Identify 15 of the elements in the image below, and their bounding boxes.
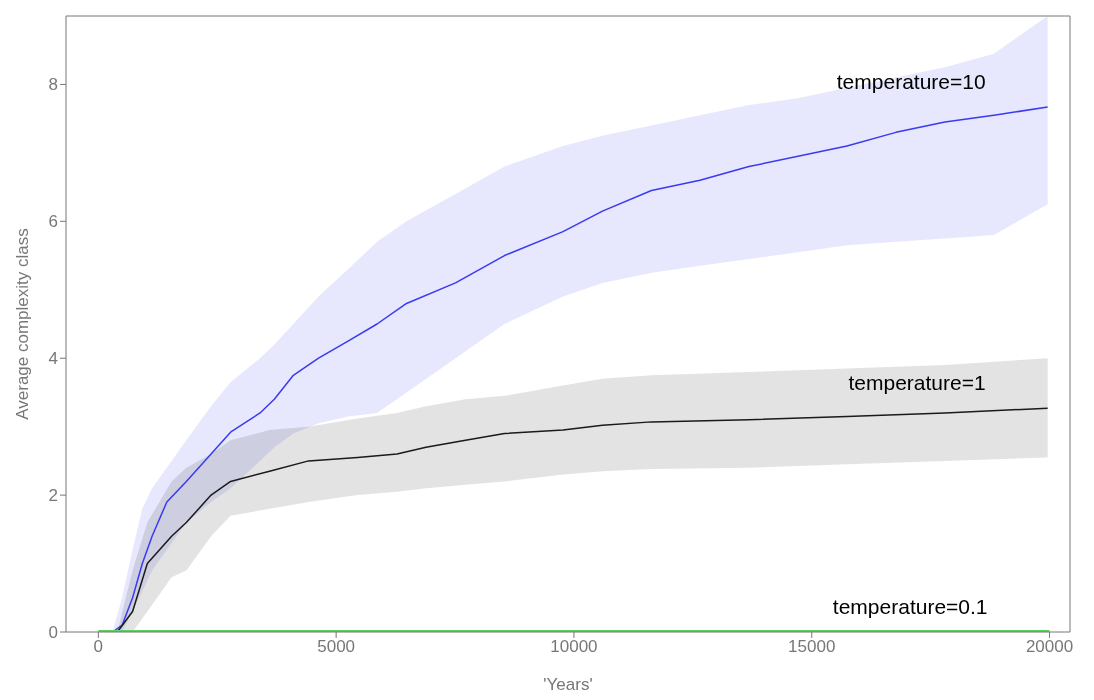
- series-label: temperature=1: [848, 371, 986, 395]
- x-tick-label: 5000: [317, 637, 356, 657]
- y-tick-label: 6: [48, 212, 58, 232]
- y-tick-label: 4: [48, 349, 58, 369]
- x-tick-label: 20000: [1025, 637, 1074, 657]
- y-tick-label: 8: [48, 75, 58, 95]
- y-axis-title: Average complexity class: [13, 228, 33, 420]
- y-tick-label: 0: [48, 623, 58, 643]
- x-tick-label: 10000: [550, 637, 598, 657]
- x-axis-title: 'Years': [543, 675, 593, 694]
- x-tick-label: 0: [93, 637, 104, 657]
- series-label: temperature=0.1: [832, 595, 988, 618]
- y-tick-label: 2: [48, 486, 58, 506]
- series-label: temperature=10: [836, 70, 986, 94]
- x-tick-label: 15000: [788, 637, 836, 657]
